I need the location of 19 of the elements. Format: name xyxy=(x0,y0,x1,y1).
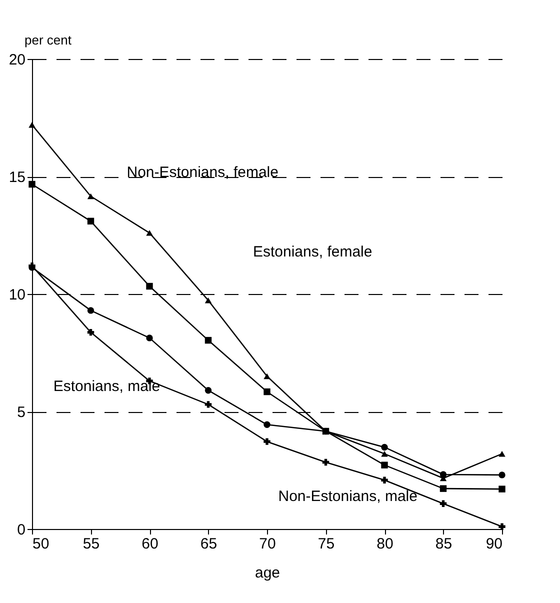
x-tick-label: 55 xyxy=(82,536,100,552)
annotation: Non-Estonians, male xyxy=(278,488,418,506)
x-tick-label: 60 xyxy=(142,536,158,552)
x-tick-label: 90 xyxy=(486,536,502,552)
y-tick-label: 5 xyxy=(17,404,26,421)
x-tick-label: 75 xyxy=(318,536,335,552)
y-tick-label: 10 xyxy=(8,286,26,304)
y-tick-label: 20 xyxy=(8,52,26,68)
x-tick-label: 85 xyxy=(435,536,452,552)
x-axis-title: age xyxy=(254,564,280,582)
x-tick-label: 70 xyxy=(259,536,276,552)
x-tick-label: 50 xyxy=(32,536,50,552)
y-axis-title: per cent xyxy=(24,32,72,48)
x-tick-label: 80 xyxy=(376,536,394,552)
annotation: Non-Estonians, female xyxy=(126,164,278,181)
y-tick-label: 15 xyxy=(8,169,26,186)
annotation: Estonians, female xyxy=(252,244,372,261)
y-tick-label: 0 xyxy=(17,522,26,538)
x-tick-label: 65 xyxy=(200,536,218,552)
